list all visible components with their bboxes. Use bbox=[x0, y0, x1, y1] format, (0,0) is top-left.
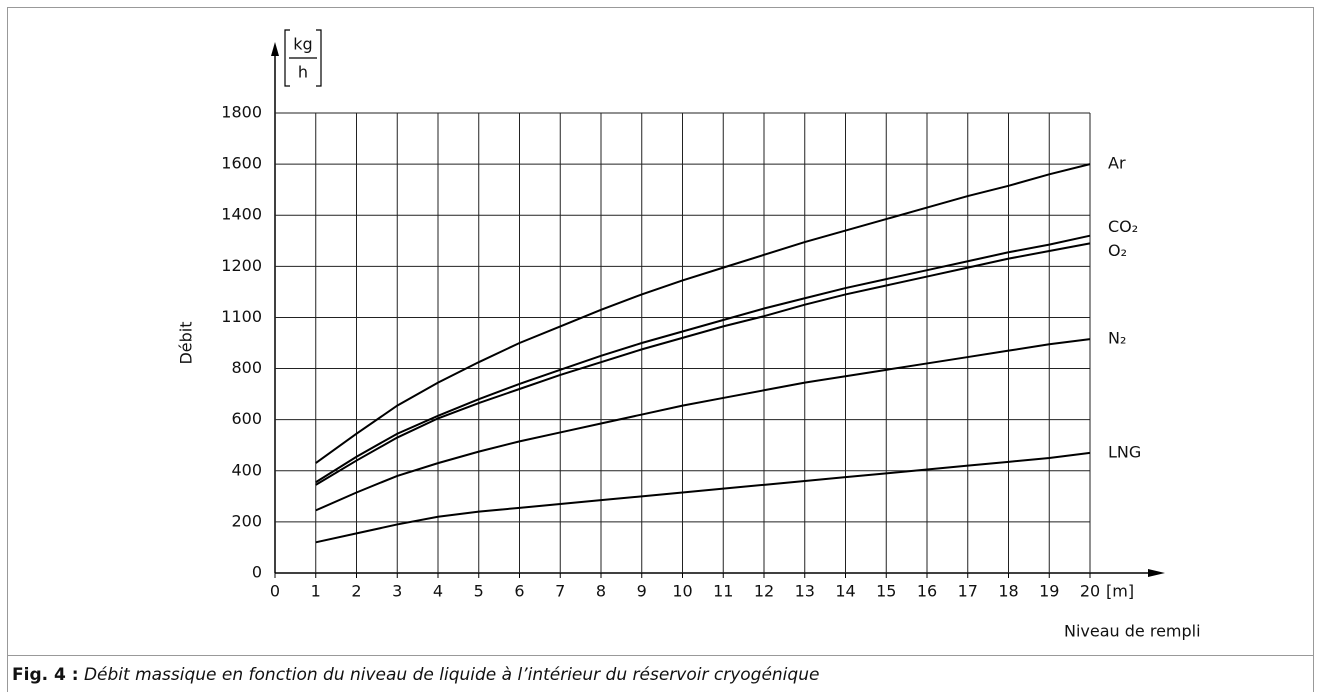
x-tick-label: 15 bbox=[876, 582, 896, 601]
frame bbox=[7, 7, 1314, 692]
x-tick-label: 14 bbox=[835, 582, 855, 601]
x-tick-label: 17 bbox=[958, 582, 978, 601]
x-tick-label: 10 bbox=[672, 582, 692, 601]
x-tick-label: 8 bbox=[596, 582, 606, 601]
x-tick-label: 20 bbox=[1080, 582, 1100, 601]
series-label: N₂ bbox=[1108, 329, 1126, 348]
y-tick-label: 1600 bbox=[221, 154, 262, 173]
caption-text: Débit massique en fonction du niveau de … bbox=[83, 665, 820, 685]
unit-brackets bbox=[284, 29, 322, 87]
series-line bbox=[315, 338, 1091, 512]
series-label: LNG bbox=[1108, 442, 1141, 461]
y-tick-label: 800 bbox=[231, 358, 262, 377]
series-line bbox=[315, 242, 1091, 486]
x-tick-label: 13 bbox=[795, 582, 815, 601]
y-tick-label: 1400 bbox=[221, 205, 262, 224]
y-unit-top: kg bbox=[293, 35, 312, 54]
x-tick-label: 12 bbox=[754, 582, 774, 601]
x-tick-label: 16 bbox=[917, 582, 937, 601]
x-tick-label: 2 bbox=[351, 582, 361, 601]
y-axis-label: Débit bbox=[177, 321, 196, 364]
caption: Fig. 4 : Débit massique en fonction du n… bbox=[12, 665, 819, 685]
series-line bbox=[315, 451, 1091, 544]
y-tick-label: 1200 bbox=[221, 256, 262, 275]
series-line bbox=[315, 163, 1091, 464]
y-tick-label: 1100 bbox=[221, 307, 262, 326]
y-tick-label: 600 bbox=[231, 409, 262, 428]
x-unit: [m] bbox=[1106, 582, 1134, 601]
y-tick-label: 400 bbox=[231, 460, 262, 479]
series-line bbox=[315, 234, 1091, 484]
x-tick-label: 6 bbox=[514, 582, 524, 601]
x-axis-label: Niveau de rempli bbox=[1064, 622, 1201, 641]
x-tick-label: 18 bbox=[998, 582, 1018, 601]
y-tick-label: 200 bbox=[231, 511, 262, 530]
caption-label: Fig. 4 : bbox=[12, 665, 79, 685]
series-label: Ar bbox=[1108, 154, 1126, 173]
x-arrow bbox=[1148, 569, 1165, 577]
series-label: CO₂ bbox=[1108, 217, 1138, 236]
x-tick-label: 3 bbox=[392, 582, 402, 601]
y-tick-label: 1800 bbox=[221, 103, 262, 122]
y-arrow bbox=[271, 42, 279, 56]
x-tick-label: 7 bbox=[555, 582, 565, 601]
x-tick-label: 9 bbox=[637, 582, 647, 601]
x-tick-label: 4 bbox=[433, 582, 443, 601]
y-unit-bottom: h bbox=[298, 63, 308, 82]
x-tick-label: 5 bbox=[474, 582, 484, 601]
y-tick-label: 0 bbox=[252, 563, 262, 582]
x-tick-label: 19 bbox=[1039, 582, 1059, 601]
x-tick-label: 1 bbox=[311, 582, 321, 601]
x-tick-label: 11 bbox=[713, 582, 733, 601]
x-tick-label: 0 bbox=[270, 582, 280, 601]
series-label: O₂ bbox=[1108, 241, 1127, 260]
